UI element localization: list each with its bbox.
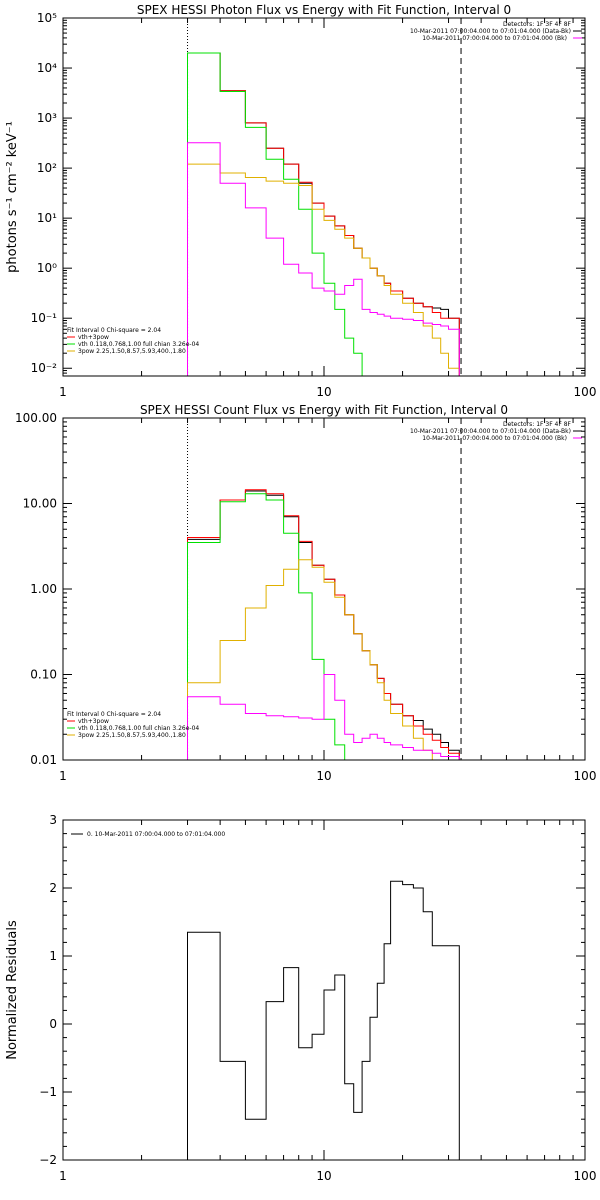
legend-topleft-entry: 0. 10-Mar-2011 07:00:04.000 to 07:01:04.… (87, 831, 225, 838)
legend-topright-entry: 10-Mar-2011 07:00:04.000 to 07:01:04.000… (422, 35, 567, 42)
chart-title: SPEX HESSI Count Flux vs Energy with Fit… (140, 403, 508, 417)
chart-photon: SPEX HESSI Photon Flux vs Energy with Fi… (5, 3, 596, 399)
plot-area (187, 52, 460, 376)
series-line-0 (187, 52, 460, 376)
plot-area (187, 489, 460, 760)
y-tick-label: −1 (39, 1085, 57, 1099)
y-tick-label: 10² (37, 161, 57, 175)
plot-area (187, 880, 460, 1160)
x-tick-label: 10 (316, 1169, 331, 1183)
y-tick-label: 0 (49, 1017, 57, 1031)
x-tick-label: 100 (574, 1169, 597, 1183)
legend-bottomleft-entry: 3pow 2.25,1.50,8.57,5.93,400.,1.80 (78, 348, 186, 355)
legend-topright-entry: 10-Mar-2011 07:00:04.000 to 07:01:04.000… (422, 435, 567, 442)
y-axis-label: Normalized Residuals (5, 920, 20, 1060)
plot-frame (62, 17, 586, 377)
legend-topright-entry: 10-Mar-2011 07:00:04.000 to 07:01:04.000… (410, 28, 571, 35)
y-tick-label: 10⁴ (37, 61, 57, 75)
legend-topright-entry: Detectors: 1F 3F 4F 8F (503, 421, 572, 428)
x-tick-label: 1 (59, 1169, 67, 1183)
y-tick-label: 10⁻² (31, 361, 58, 375)
chart-count: SPEX HESSI Count Flux vs Energy with Fit… (15, 403, 596, 783)
legend-bottomleft-entry: 3pow 2.25,1.50,8.57,5.93,400.,1.80 (78, 732, 186, 739)
legend-bottomleft-entry: Fit Interval 0 Chi-square = 2.04 (67, 711, 161, 718)
series-line-2 (187, 52, 363, 376)
legend-topright-entry: Detectors: 1F 3F 4F 8F (503, 21, 572, 28)
series-line-1 (187, 489, 460, 760)
plot-frame (62, 819, 586, 1161)
y-axis-label: photons s⁻¹ cm⁻² keV⁻¹ (5, 121, 20, 273)
y-tick-label: 0.01 (30, 753, 57, 767)
y-tick-label: 2 (49, 881, 57, 895)
plot-frame (62, 417, 586, 761)
chart-resid: Normalized Residuals 1 10 100 −2 −1 0 1 2 3 0. 10-… (5, 813, 596, 1183)
y-tick-label: 10.00 (23, 497, 57, 511)
series-line-3 (187, 163, 460, 376)
series-line-4 (187, 674, 460, 760)
x-tick-label: 1 (59, 769, 67, 783)
series-line-3 (187, 559, 442, 760)
series-line-2 (187, 493, 346, 760)
legend-bottomleft-entry: Fit Interval 0 Chi-square = 2.04 (67, 327, 161, 334)
legend-bottomleft-entry: vth+3pow (78, 334, 109, 341)
x-tick-label: 100 (574, 385, 597, 399)
y-tick-label: 10⁵ (37, 11, 57, 25)
legend-bottomleft-entry: vth 0.118,0.768,1.00 full chian 3.26e-04 (78, 341, 199, 348)
series-line-0 (187, 490, 460, 760)
series-line-0 (187, 880, 460, 1160)
x-tick-label: 10 (316, 769, 331, 783)
y-tick-label: 1 (49, 949, 57, 963)
x-tick-label: 10 (316, 385, 331, 399)
y-tick-label: −2 (39, 1153, 57, 1167)
legend-bottomleft-entry: vth+3pow (78, 718, 109, 725)
y-tick-label: 1.00 (30, 582, 57, 596)
series-line-4 (187, 142, 460, 376)
chart-title: SPEX HESSI Photon Flux vs Energy with Fi… (137, 3, 511, 17)
series-line-1 (187, 52, 460, 376)
x-tick-label: 100 (574, 769, 597, 783)
y-tick-label: 10⁻¹ (31, 311, 58, 325)
y-tick-label: 100.00 (15, 411, 57, 425)
legend-bottomleft-entry: vth 0.118,0.768,1.00 full chian 3.26e-04 (78, 725, 199, 732)
y-tick-label: 10¹ (37, 211, 57, 225)
y-tick-label: 10³ (37, 111, 57, 125)
legend-topright-entry: 10-Mar-2011 07:00:04.000 to 07:01:04.000… (410, 428, 571, 435)
y-tick-label: 3 (49, 813, 57, 827)
y-tick-label: 10⁰ (37, 261, 57, 275)
y-tick-label: 0.10 (30, 668, 57, 682)
x-tick-label: 1 (59, 385, 67, 399)
